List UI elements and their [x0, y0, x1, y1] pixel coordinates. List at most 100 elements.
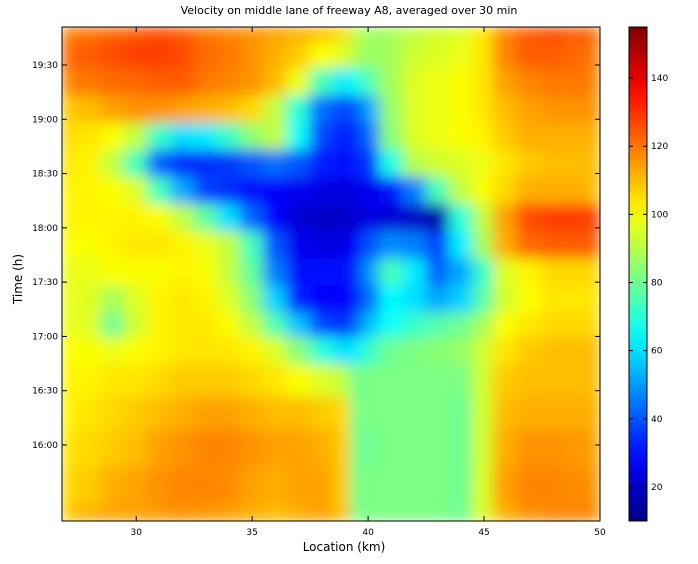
heatmap-cell: [216, 466, 242, 506]
heatmap-cell: [361, 40, 381, 69]
heatmap-cell: [124, 311, 149, 337]
heatmap-cell: [263, 202, 288, 232]
heatmap-cell: [100, 27, 126, 42]
heatmap-cell: [286, 284, 311, 313]
heatmap-cell: [216, 175, 242, 204]
heatmap-cell: [541, 40, 566, 69]
heatmap-cell: [516, 428, 543, 468]
colorbar-tick-label: 20: [651, 483, 663, 493]
heatmap-cell: [425, 121, 450, 150]
heatmap-cell: [170, 504, 195, 521]
heatmap-cell: [263, 94, 288, 123]
heatmap-cell: [448, 121, 473, 150]
heatmap-cell: [170, 230, 195, 259]
heatmap-cell: [75, 284, 102, 313]
heatmap-cell: [100, 257, 126, 286]
heatmap-cell: [402, 335, 427, 365]
heatmap-cell: [309, 504, 334, 521]
heatmap-cell: [564, 284, 589, 313]
heatmap-cell: [100, 175, 126, 204]
heatmap-cell: [124, 284, 149, 313]
heatmap-cell: [286, 121, 311, 150]
heatmap-cell: [216, 27, 242, 42]
heatmap-cell: [124, 148, 149, 177]
heatmap-cell: [332, 311, 352, 337]
heatmap-cell: [516, 363, 543, 397]
heatmap-cell: [170, 311, 195, 337]
heatmap-cell: [216, 121, 242, 150]
heatmap-cell: [216, 311, 242, 337]
heatmap-cell: [75, 428, 102, 468]
heatmap-cell: [379, 284, 404, 313]
heatmap-cell: [124, 121, 149, 150]
heatmap-cell: [350, 504, 363, 521]
heatmap-cell: [379, 504, 404, 521]
heatmap-cell: [309, 335, 334, 365]
heatmap-cell: [263, 67, 288, 96]
heatmap-cell: [240, 504, 265, 521]
heatmap-cell: [425, 466, 450, 506]
heatmap-cell: [332, 363, 352, 397]
heatmap-cell: [170, 121, 195, 150]
heatmap-cell: [516, 466, 543, 506]
heatmap-cell: [75, 335, 102, 365]
heatmap-cell: [193, 504, 218, 521]
heatmap-cell: [332, 202, 352, 232]
heatmap-cell: [448, 504, 473, 521]
heatmap-cell: [216, 428, 242, 468]
heatmap-cell: [147, 311, 172, 337]
heatmap-cell: [332, 67, 352, 96]
heatmap-cell: [350, 94, 363, 123]
heatmap-cell: [263, 121, 288, 150]
x-tick-label: 45: [478, 528, 489, 538]
heatmap-cell: [361, 27, 381, 42]
heatmap-cell: [309, 466, 334, 506]
heatmap-cell: [516, 504, 543, 521]
heatmap-cell: [379, 257, 404, 286]
heatmap-cell: [263, 284, 288, 313]
heatmap-cell: [425, 27, 450, 42]
heatmap-cell: [75, 504, 102, 521]
heatmap-cell: [240, 175, 265, 204]
heatmap-cell: [170, 67, 195, 96]
heatmap-cell: [286, 335, 311, 365]
colorbar-tick-label: 80: [651, 279, 663, 289]
heatmap-cell: [193, 428, 218, 468]
heatmap-cell: [425, 202, 450, 232]
heatmap-cell: [263, 148, 288, 177]
heatmap-cell: [587, 175, 600, 204]
heatmap-cell: [402, 175, 427, 204]
heatmap-cell: [402, 67, 427, 96]
heatmap-cell: [402, 27, 427, 42]
heatmap-cell: [350, 284, 363, 313]
heatmap-cell: [193, 175, 218, 204]
heatmap-cell: [332, 148, 352, 177]
heatmap-cell: [402, 148, 427, 177]
heatmap-cell: [402, 363, 427, 397]
heatmap-cell: [124, 504, 149, 521]
heatmap-cell: [147, 67, 172, 96]
axes: 30 35 40 45 50 16:00 16:30 17:00 17:30 18:00 18:30…: [32, 26, 606, 538]
heatmap-cell: [147, 175, 172, 204]
heatmap-cell: [350, 257, 363, 286]
heatmap-cell: [100, 284, 126, 313]
heatmap-cell: [492, 121, 518, 150]
heatmap-cell: [516, 284, 543, 313]
heatmap-cell: [541, 311, 566, 337]
heatmap-cell: [263, 335, 288, 365]
heatmap-cell: [471, 311, 494, 337]
heatmap-cell: [332, 230, 352, 259]
heatmap-cell: [492, 395, 518, 430]
heatmap-cell: [193, 335, 218, 365]
heatmap-cell: [425, 395, 450, 430]
heatmap-cell: [124, 428, 149, 468]
heatmap-cell: [492, 202, 518, 232]
heatmap-cell: [471, 230, 494, 259]
heatmap-cell: [263, 40, 288, 69]
heatmap-cell: [62, 466, 77, 506]
heatmap-cell: [240, 428, 265, 468]
x-tick-label: 30: [130, 528, 142, 538]
heatmap-cell: [216, 363, 242, 397]
heatmap-cell: [193, 27, 218, 42]
